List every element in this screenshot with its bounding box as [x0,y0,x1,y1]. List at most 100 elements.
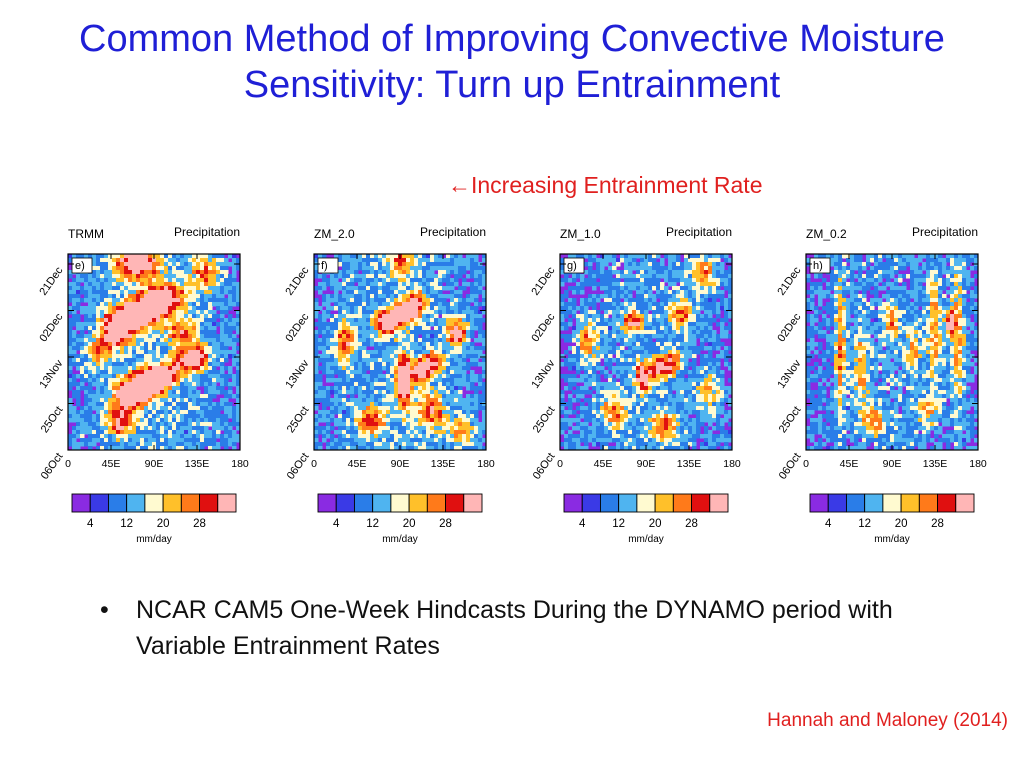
heatmap-cell [88,282,93,287]
heatmap-cell [212,362,217,367]
heatmap-cell [76,318,81,323]
heatmap-cell [454,358,459,363]
heatmap-cell [228,342,233,347]
heatmap-cell [414,386,419,391]
heatmap-cell [576,254,581,259]
heatmap-cell [236,410,241,415]
heatmap-cell [192,350,197,355]
heatmap-cell [704,270,709,275]
heatmap-cell [422,262,427,267]
heatmap-cell [716,310,721,315]
heatmap-cell [338,422,343,427]
heatmap-cell [366,434,371,439]
heatmap-cell [96,306,101,311]
heatmap-cell [474,318,479,323]
heatmap-cell [438,334,443,339]
heatmap-cell [366,366,371,371]
heatmap-cell [172,438,177,443]
heatmap-cell [688,306,693,311]
heatmap-cell [684,286,689,291]
heatmap-cell [600,338,605,343]
heatmap-cell [322,386,327,391]
heatmap-cell [188,290,193,295]
heatmap-cell [438,398,443,403]
heatmap-cell [92,334,97,339]
heatmap-cell [326,314,331,319]
heatmap-cell [584,326,589,331]
heatmap-cell [104,330,109,335]
heatmap-cell [704,282,709,287]
heatmap-cell [652,286,657,291]
heatmap-cell [108,318,113,323]
heatmap-cell [354,294,359,299]
heatmap-cell [212,422,217,427]
heatmap-cell [398,338,403,343]
heatmap-cell [152,290,157,295]
heatmap-cell [684,298,689,303]
heatmap-cell [140,430,145,435]
heatmap-cell [700,314,705,319]
heatmap-cell [224,354,229,359]
heatmap-cell [382,254,387,259]
heatmap-cell [212,430,217,435]
heatmap-cell [124,318,129,323]
heatmap-cell [172,370,177,375]
heatmap-cell [120,410,125,415]
heatmap-cell [100,378,105,383]
heatmap-cell [228,406,233,411]
heatmap-cell [188,442,193,447]
heatmap-cell [402,302,407,307]
heatmap-cell [228,254,233,259]
heatmap-cell [608,274,613,279]
heatmap-cell [410,330,415,335]
heatmap-cell [600,326,605,331]
heatmap-cell [406,362,411,367]
heatmap-cell [462,318,467,323]
heatmap-cell [136,350,141,355]
heatmap-cell [76,346,81,351]
heatmap-cell [604,278,609,283]
heatmap-cell [394,306,399,311]
heatmap-cell [358,302,363,307]
heatmap-cell [128,266,133,271]
heatmap-cell [434,422,439,427]
heatmap-cell [354,258,359,263]
heatmap-cell [208,342,213,347]
heatmap-cell [398,402,403,407]
heatmap-cell [406,438,411,443]
heatmap-cell [672,346,677,351]
heatmap-cell [474,350,479,355]
heatmap-cell [470,306,475,311]
heatmap-cell [338,338,343,343]
heatmap-cell [116,354,121,359]
heatmap-cell [346,254,351,259]
heatmap-cell [708,262,713,267]
heatmap-cell [462,382,467,387]
heatmap-cell [160,306,165,311]
heatmap-cell [326,418,331,423]
heatmap-cell [84,398,89,403]
heatmap-cell [208,254,213,259]
heatmap-cell [334,274,339,279]
heatmap-cell [462,330,467,335]
heatmap-cell [446,442,451,447]
heatmap-cell [192,298,197,303]
heatmap-cell [712,258,717,263]
heatmap-cell [478,274,483,279]
heatmap-cell [192,258,197,263]
heatmap-cell [438,330,443,335]
heatmap-cell [708,322,713,327]
heatmap-cell [88,334,93,339]
heatmap-cell [88,442,93,447]
heatmap-cell [330,366,335,371]
heatmap-cell [156,378,161,383]
heatmap-cell [128,442,133,447]
heatmap-cell [220,278,225,283]
heatmap-cell [442,398,447,403]
heatmap-cell [192,338,197,343]
heatmap-cell [180,338,185,343]
heatmap-cell [204,414,209,419]
heatmap-cell [390,322,395,327]
heatmap-cell [600,262,605,267]
heatmap-cell [188,262,193,267]
